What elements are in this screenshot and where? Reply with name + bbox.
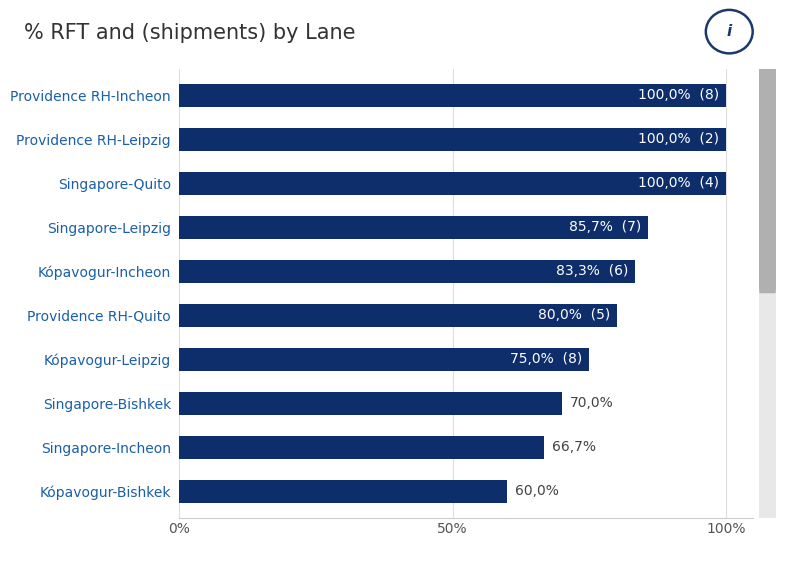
Bar [179,436,544,459]
Text: % RFT and (shipments) by Lane: % RFT and (shipments) by Lane [24,23,355,43]
Text: i: i [727,24,732,39]
Text: 85,7%  (7): 85,7% (7) [569,220,641,234]
Bar [179,304,617,327]
Bar [179,392,562,415]
Text: 100,0%  (8): 100,0% (8) [638,89,719,102]
Bar [179,348,589,371]
Text: 100,0%  (4): 100,0% (4) [638,177,719,190]
Bar [179,480,507,503]
Text: 70,0%: 70,0% [570,396,614,410]
Bar [179,84,726,107]
Bar [179,172,726,195]
Bar [179,260,634,283]
Text: 66,7%: 66,7% [552,440,596,454]
Text: 75,0%  (8): 75,0% (8) [510,352,583,366]
Bar [179,128,726,151]
Bar [179,216,648,239]
Text: 100,0%  (2): 100,0% (2) [638,132,719,147]
FancyBboxPatch shape [759,60,776,293]
Text: 80,0%  (5): 80,0% (5) [538,308,610,322]
Text: 83,3%  (6): 83,3% (6) [556,264,628,278]
Text: 60,0%: 60,0% [516,484,559,498]
